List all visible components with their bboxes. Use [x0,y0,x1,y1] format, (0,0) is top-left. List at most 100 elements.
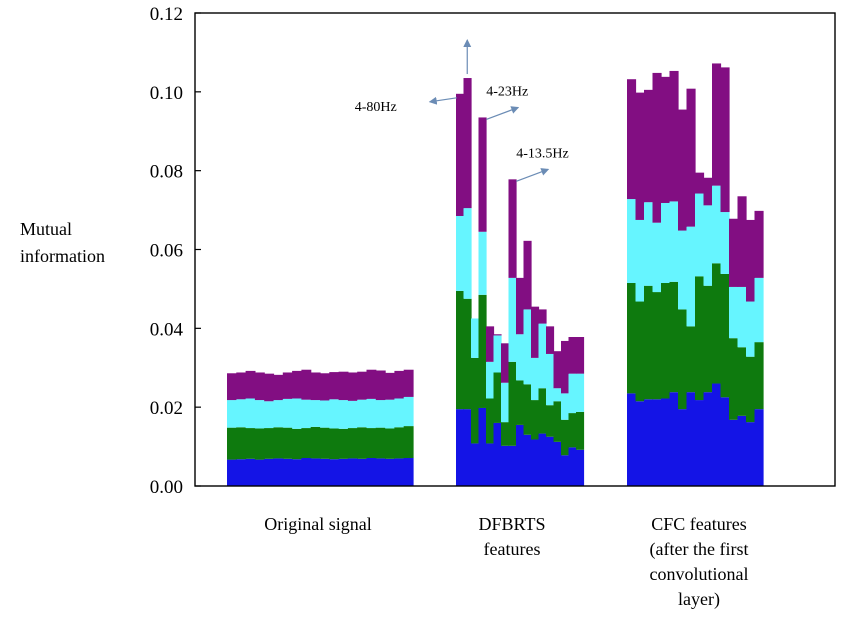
bar-segment-g1-b10-layer3 [310,400,321,427]
bar-segment-g2-b15-layer4 [561,340,570,394]
bar-segment-g1-b14-layer3 [347,400,358,429]
bar-segment-g2-b15-layer2 [561,419,570,456]
bar-segment-g2-b1-layer4 [456,93,465,216]
bar-segment-g2-b12-layer2 [538,388,547,434]
bar-segment-g1-b15-layer4 [357,371,368,400]
bar-segment-g1-b11-layer3 [320,400,330,428]
bar-segment-g3-b10-layer1 [703,392,713,486]
bar-segment-g3-b6-layer2 [669,281,679,393]
bar-segment-g1-b6-layer3 [273,400,284,428]
bar-segment-g1-b5-layer3 [264,401,275,429]
annotation-arrow [486,106,520,121]
bar-segment-g1-b17-layer1 [375,458,386,486]
bar-segment-g1-b3-layer1 [245,458,256,486]
bar-segment-g1-b9-layer2 [301,428,312,459]
category-label-line: (after the first [650,539,749,560]
bar-segment-g2-b7-layer2 [501,422,510,446]
bar-segment-g3-b2-layer4 [635,92,645,220]
bar-segment-g3-b5-layer2 [661,283,671,399]
bar-segment-g2-b10-layer2 [523,384,532,435]
bar-segment-g1-b14-layer1 [347,458,358,486]
bar-segment-g1-b16-layer1 [366,458,377,486]
annotation-label: 4-23Hz [486,84,528,99]
bar-segment-g3-b14-layer3 [737,286,747,348]
bar-segment-g2-b1-layer3 [456,216,465,291]
bar-segment-g1-b2-layer3 [236,399,247,428]
bar-segment-g2-b8-layer2 [508,361,517,446]
bar-segment-g1-b7-layer4 [282,372,293,399]
bar-segment-g3-b5-layer1 [661,398,671,486]
bar-segment-g3-b1-layer1 [627,393,637,486]
bar-segment-g3-b14-layer2 [737,347,747,416]
bar-segment-g3-b8-layer1 [686,392,696,486]
bar-segment-g2-b5-layer4 [486,326,495,362]
bar-segment-g3-b16-layer2 [754,342,764,410]
bar-segment-g2-b8-layer1 [508,445,517,486]
bar-segment-g1-b13-layer3 [338,400,349,429]
bar-segment-g3-b11-layer4 [712,63,722,186]
bar-segment-g1-b11-layer1 [320,458,330,486]
bar-segment-g2-b7-layer1 [501,445,510,486]
bar-segment-g3-b1-layer3 [627,199,637,284]
bar-segment-g1-b8-layer1 [292,459,302,486]
bar-segment-g3-b11-layer2 [712,263,722,384]
bar-segment-g1-b3-layer2 [245,428,256,459]
bar-segment-g3-b7-layer1 [678,409,688,486]
y-tick-label: 0.00 [150,477,183,498]
y-tick-label: 0.12 [150,4,183,25]
bar-segment-g2-b6-layer3 [493,335,502,373]
bar-segment-g2-b11-layer3 [531,357,540,401]
bar-segment-g1-b2-layer2 [236,427,247,460]
bar-segment-g3-b9-layer4 [695,172,705,194]
annotation-label: 4-80Hz [355,100,397,115]
bar-segment-g3-b4-layer2 [652,292,662,400]
bar-segment-g1-b6-layer4 [273,374,284,401]
bar-segment-g1-b19-layer3 [394,398,405,428]
y-axis: 0.00 0.02 0.04 0.06 0.08 0.10 0.12 [150,4,201,498]
bar-segment-g1-b4-layer4 [254,372,265,401]
bar-segment-g2-b13-layer1 [546,436,555,486]
category-labels: Original signal DFBRTS features CFC feature… [264,514,748,610]
bar-segment-g3-b14-layer1 [737,415,747,486]
bar-segment-g3-b14-layer4 [737,196,747,287]
annotation-label: 4-13.5Hz [516,146,569,161]
bar-segment-g1-b17-layer3 [375,400,386,428]
bar-segment-g1-b13-layer4 [338,371,349,401]
bar-segment-g1-b10-layer1 [310,458,321,486]
bar-segment-g2-b17-layer4 [576,337,585,374]
bar-segment-g3-b9-layer1 [695,400,705,486]
bar-segment-g2-b4-layer2 [478,294,487,408]
bar-segment-g3-b10-layer4 [703,177,713,206]
bar-segment-g1-b6-layer1 [273,458,284,486]
bar-segment-g2-b16-layer4 [568,337,577,374]
bar-segment-g3-b1-layer2 [627,283,637,394]
bar-segment-g3-b13-layer3 [729,286,739,339]
y-tick-label: 0.08 [150,162,183,183]
bar-segment-g1-b1-layer1 [227,459,237,486]
category-label-line: Original signal [264,514,371,534]
annotation-arrow [516,168,550,182]
bar-segment-g2-b4-layer4 [478,117,487,232]
bar-segment-g3-b15-layer3 [746,301,756,357]
bar-segment-g1-b2-layer4 [236,372,247,400]
bar-segment-g1-b20-layer2 [403,426,414,459]
bar-segment-g2-b9-layer1 [516,424,525,486]
bar-segment-g2-b16-layer3 [568,373,577,414]
bar-segment-g1-b12-layer3 [329,399,340,429]
bar-segment-g3-b11-layer1 [712,383,722,486]
bar-segment-g3-b4-layer4 [652,72,662,223]
bar-segment-g2-b3-layer1 [471,443,480,486]
bar-segment-g2-b14-layer4 [553,351,562,389]
bar-segment-g2-b5-layer3 [486,361,495,399]
bar-segment-g3-b13-layer1 [729,419,739,486]
bar-segment-g1-b18-layer3 [385,399,395,429]
category-label-line: DFBRTS [479,514,546,534]
y-axis-label: Mutual information [20,219,105,266]
bar-segment-g3-b6-layer1 [669,392,679,486]
bar-segment-g3-b8-layer2 [686,326,696,393]
bar-segment-g2-b6-layer1 [493,422,502,486]
y-tick-label: 0.10 [150,83,183,104]
bar-segment-g2-b2-layer3 [463,208,472,299]
bar-segment-g1-b19-layer2 [394,427,405,459]
bar-segment-g3-b3-layer3 [644,202,654,286]
